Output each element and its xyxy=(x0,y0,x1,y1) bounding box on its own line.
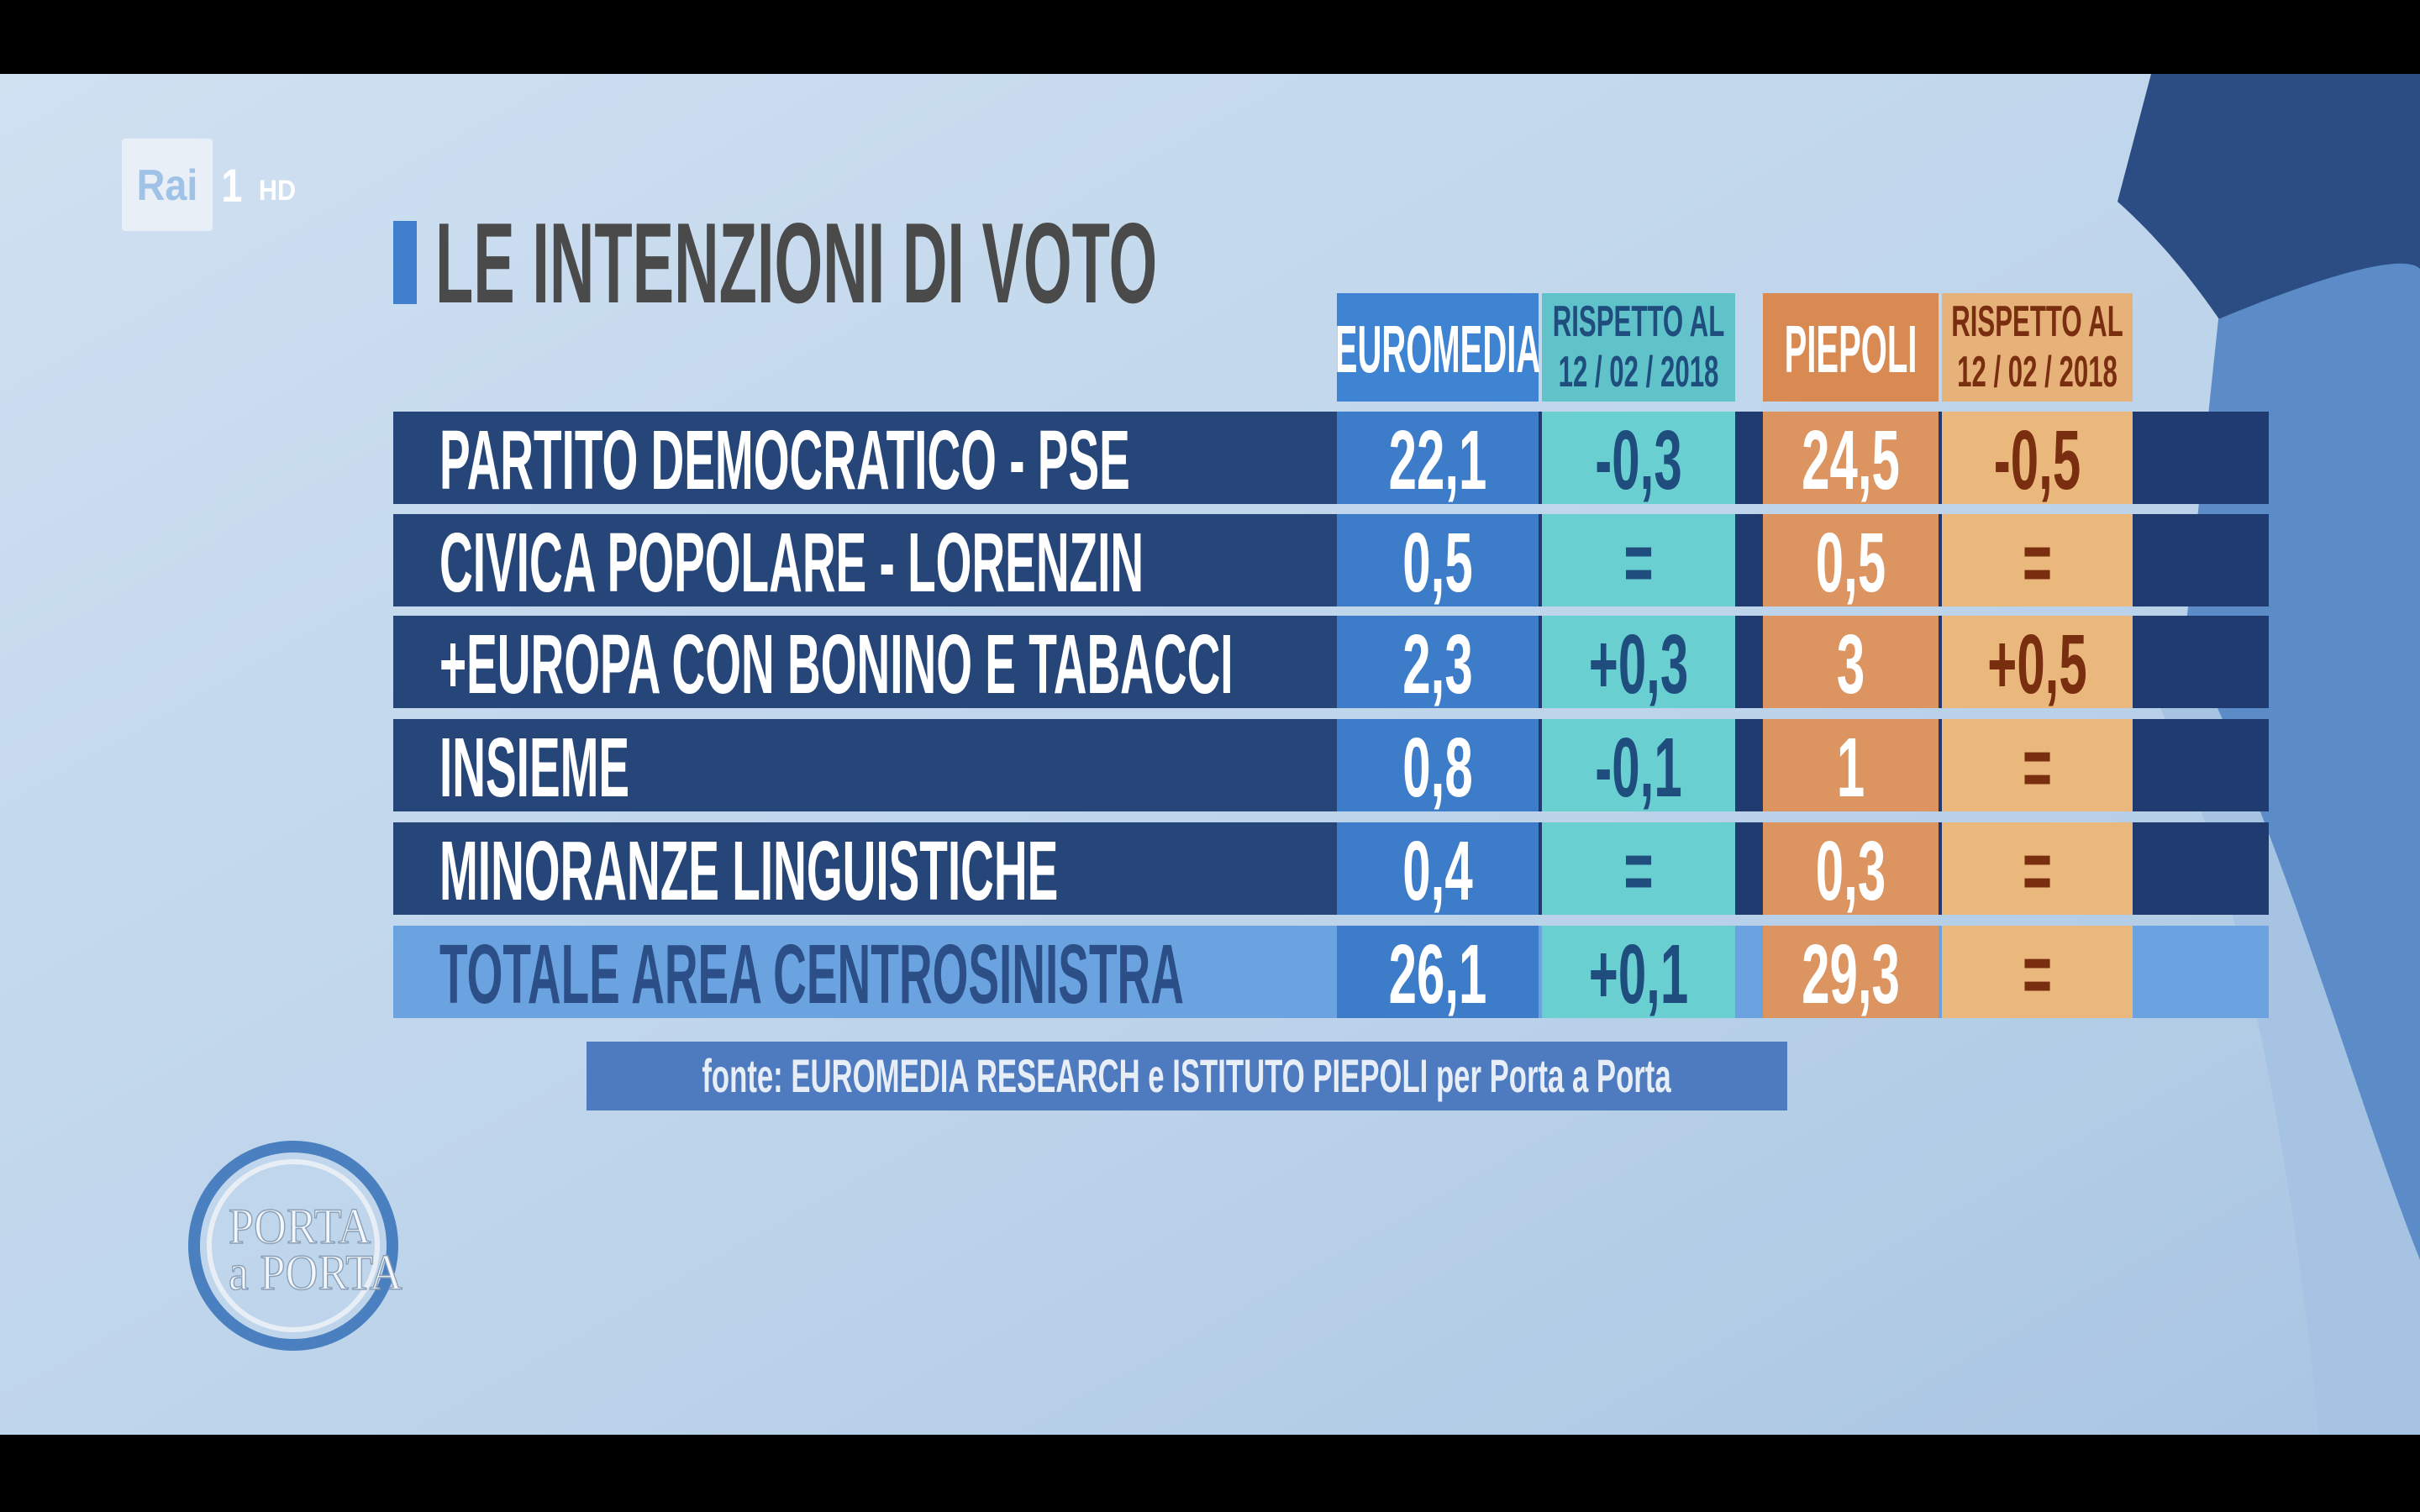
value-text: = xyxy=(2023,824,2052,918)
title-accent xyxy=(393,221,417,304)
value-cell xyxy=(1942,719,2133,811)
value-text: 3 xyxy=(1837,617,1865,711)
row-label-cell xyxy=(393,412,1337,504)
value-text: 29,3 xyxy=(1802,927,1900,1021)
row-label-cell xyxy=(393,822,1337,915)
value-text: = xyxy=(2023,516,2052,610)
title: LE INTENZIONI DI VOTO xyxy=(435,200,1157,327)
content: Rai 1 HD LE INTENZIONI DI VOTO EUROMEDIA RISP… xyxy=(122,139,2269,1351)
source-text: fonte: EUROMEDIA RESEARCH e ISTITUTO PIE… xyxy=(702,1050,1671,1103)
value-cell xyxy=(1942,822,2133,915)
value-cell xyxy=(1542,926,1735,1018)
row-label-cell xyxy=(393,926,1337,1018)
row-label-cell xyxy=(393,514,1337,606)
rai-logo-quality: HD xyxy=(259,175,296,207)
value-cell xyxy=(1337,514,1539,606)
value-cell xyxy=(1542,822,1735,915)
show-logo-line2: a PORTA xyxy=(229,1245,402,1300)
value-text: 1 xyxy=(1837,721,1865,815)
show-logo-line1: PORTA xyxy=(229,1199,371,1254)
value-cell xyxy=(1942,514,2133,606)
header-cell xyxy=(1337,293,1539,402)
source-box xyxy=(587,1042,1787,1110)
header-cell xyxy=(1542,293,1735,402)
header-cell xyxy=(1942,293,2133,402)
value-cell xyxy=(1542,616,1735,708)
value-text: 0,4 xyxy=(1402,824,1473,918)
value-text: = xyxy=(1623,516,1653,610)
value-text: 0,3 xyxy=(1816,824,1886,918)
rai-logo-box xyxy=(122,139,213,231)
value-text: +0,3 xyxy=(1589,617,1688,711)
value-cell xyxy=(1337,412,1539,504)
value-cell xyxy=(1542,412,1735,504)
row-label: PARTITO DEMOCRATICO - PSE xyxy=(439,414,1130,508)
row-label: INSIEME xyxy=(439,722,629,816)
value-cell xyxy=(1337,822,1539,915)
value-text: 24,5 xyxy=(1802,413,1900,507)
header-text: EUROMEDIA xyxy=(1335,312,1540,387)
row-label-cell xyxy=(393,616,1337,708)
value-text: = xyxy=(2023,721,2052,815)
value-cell xyxy=(1337,926,1539,1018)
show-logo-ring xyxy=(188,1141,398,1351)
value-cell xyxy=(1337,719,1539,811)
value-cell xyxy=(1763,822,1939,915)
row-label: MINORANZE LINGUISTICHE xyxy=(439,825,1058,919)
value-text: = xyxy=(2023,927,2052,1021)
row-label-cell xyxy=(393,719,1337,811)
value-cell xyxy=(1942,926,2133,1018)
value-cell xyxy=(1337,616,1539,708)
value-cell xyxy=(1942,616,2133,708)
value-text: -0,1 xyxy=(1595,721,1681,815)
rai-logo-channel: 1 xyxy=(222,159,243,212)
value-text: +0,5 xyxy=(1987,617,2086,711)
value-text: 22,1 xyxy=(1389,413,1487,507)
header-text: RISPETTO AL xyxy=(1553,297,1725,346)
value-cell xyxy=(1763,616,1939,708)
header-text: 12 / 02 / 2018 xyxy=(1957,348,2118,396)
value-text: 26,1 xyxy=(1389,927,1487,1021)
rai-logo-brand: Rai xyxy=(137,161,198,210)
header-cell xyxy=(1763,293,1939,402)
value-cell xyxy=(1763,514,1939,606)
value-text: 0,5 xyxy=(1402,516,1472,610)
row-label: TOTALE AREA CENTROSINISTRA xyxy=(439,928,1184,1022)
value-cell xyxy=(1763,412,1939,504)
value-text: = xyxy=(1623,824,1653,918)
value-cell xyxy=(1763,926,1939,1018)
value-text: 0,5 xyxy=(1816,516,1886,610)
row-label: CIVICA POPOLARE - LORENZIN xyxy=(439,517,1144,611)
value-text: +0,1 xyxy=(1589,927,1688,1021)
row-label: +EUROPA CON BONINO E TABACCI xyxy=(439,618,1234,712)
header-text: 12 / 02 / 2018 xyxy=(1559,348,1719,396)
value-cell xyxy=(1763,719,1939,811)
value-text: 0,8 xyxy=(1402,721,1472,815)
value-cell xyxy=(1542,514,1735,606)
show-logo-inner xyxy=(207,1159,380,1332)
value-text: 2,3 xyxy=(1402,617,1472,711)
value-text: -0,3 xyxy=(1595,413,1681,507)
value-cell xyxy=(1542,719,1735,811)
header-text: PIEPOLI xyxy=(1785,312,1918,387)
value-text: -0,5 xyxy=(1994,413,2081,507)
value-cell xyxy=(1942,412,2133,504)
header-text: RISPETTO AL xyxy=(1951,297,2123,346)
